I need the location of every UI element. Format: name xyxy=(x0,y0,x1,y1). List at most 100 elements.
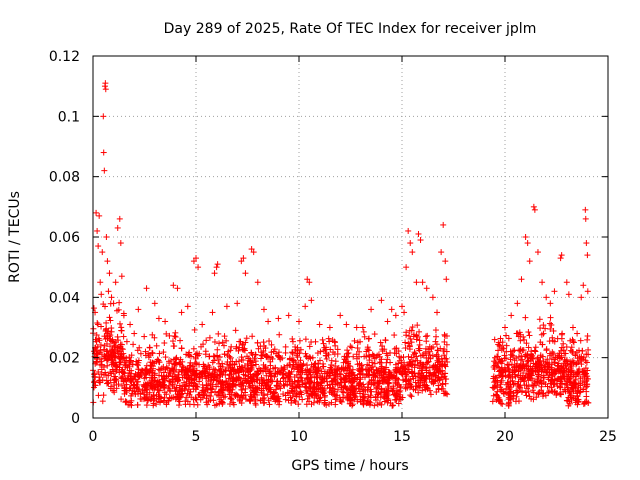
data-point xyxy=(216,340,223,347)
data-point xyxy=(408,354,415,361)
data-point xyxy=(570,386,577,393)
data-point xyxy=(215,330,222,337)
data-point xyxy=(403,378,410,385)
data-point xyxy=(534,354,541,361)
data-point xyxy=(119,373,126,380)
data-point xyxy=(439,381,446,388)
data-point xyxy=(385,380,392,387)
data-point xyxy=(394,381,401,388)
data-point xyxy=(575,359,582,366)
data-point xyxy=(101,355,108,362)
data-point xyxy=(578,361,585,368)
data-point xyxy=(262,345,269,352)
data-point xyxy=(547,325,554,332)
data-point xyxy=(97,341,104,348)
data-point xyxy=(131,373,138,380)
data-point xyxy=(322,346,329,353)
data-point xyxy=(510,395,517,402)
data-point xyxy=(290,383,297,390)
data-point xyxy=(489,398,496,405)
data-point xyxy=(388,306,395,313)
data-point xyxy=(558,252,565,259)
data-point xyxy=(203,337,210,344)
data-point xyxy=(134,347,141,354)
data-point xyxy=(490,373,497,380)
data-point xyxy=(345,349,352,356)
data-point xyxy=(548,351,555,358)
data-point xyxy=(95,377,102,384)
data-point xyxy=(499,367,506,374)
data-point xyxy=(135,366,142,373)
data-point xyxy=(520,378,527,385)
data-point xyxy=(413,332,420,339)
data-point xyxy=(432,327,439,334)
data-point xyxy=(275,315,282,322)
data-point xyxy=(384,318,391,325)
data-point xyxy=(242,389,249,396)
data-point xyxy=(265,318,272,325)
data-point xyxy=(238,367,245,374)
data-point xyxy=(349,401,356,408)
data-point xyxy=(264,366,271,373)
data-point xyxy=(108,325,115,332)
data-point xyxy=(104,362,111,369)
data-point xyxy=(143,368,150,375)
data-point xyxy=(497,381,504,388)
data-point xyxy=(117,240,124,247)
data-point xyxy=(128,379,135,386)
data-point xyxy=(537,325,544,332)
data-point xyxy=(567,400,574,407)
data-point xyxy=(418,375,425,382)
data-point xyxy=(575,371,582,378)
data-point xyxy=(415,370,422,377)
data-point xyxy=(175,396,182,403)
data-point xyxy=(106,270,113,277)
data-point xyxy=(264,383,271,390)
data-point xyxy=(257,367,264,374)
data-point xyxy=(530,389,537,396)
data-point xyxy=(400,354,407,361)
data-point xyxy=(153,391,160,398)
data-point xyxy=(515,382,522,389)
data-point xyxy=(353,324,360,331)
data-point xyxy=(100,149,107,156)
data-point xyxy=(545,389,552,396)
data-point xyxy=(116,299,123,306)
data-point xyxy=(213,401,220,408)
data-point xyxy=(169,381,176,388)
data-point xyxy=(287,362,294,369)
data-point xyxy=(570,373,577,380)
data-point xyxy=(167,378,174,385)
data-point xyxy=(288,380,295,387)
data-point xyxy=(250,389,257,396)
data-point xyxy=(392,377,399,384)
data-point xyxy=(433,388,440,395)
data-point xyxy=(578,294,585,301)
data-point xyxy=(560,368,567,375)
data-point xyxy=(388,385,395,392)
data-point xyxy=(268,372,275,379)
data-point xyxy=(504,361,511,368)
data-point xyxy=(526,332,533,339)
data-point xyxy=(290,390,297,397)
data-point xyxy=(415,389,422,396)
data-point xyxy=(286,369,293,376)
data-point xyxy=(530,360,537,367)
data-point xyxy=(200,341,207,348)
data-point xyxy=(408,369,415,376)
data-point xyxy=(525,377,532,384)
data-point xyxy=(290,357,297,364)
data-point xyxy=(216,353,223,360)
data-point xyxy=(532,348,539,355)
data-point xyxy=(143,395,150,402)
data-point xyxy=(519,375,526,382)
data-point xyxy=(312,360,319,367)
data-point xyxy=(205,398,212,405)
data-point xyxy=(314,379,321,386)
data-point xyxy=(426,364,433,371)
data-point xyxy=(114,333,121,340)
data-point xyxy=(529,381,536,388)
data-point xyxy=(100,346,107,353)
data-point xyxy=(499,401,506,408)
data-point xyxy=(575,396,582,403)
